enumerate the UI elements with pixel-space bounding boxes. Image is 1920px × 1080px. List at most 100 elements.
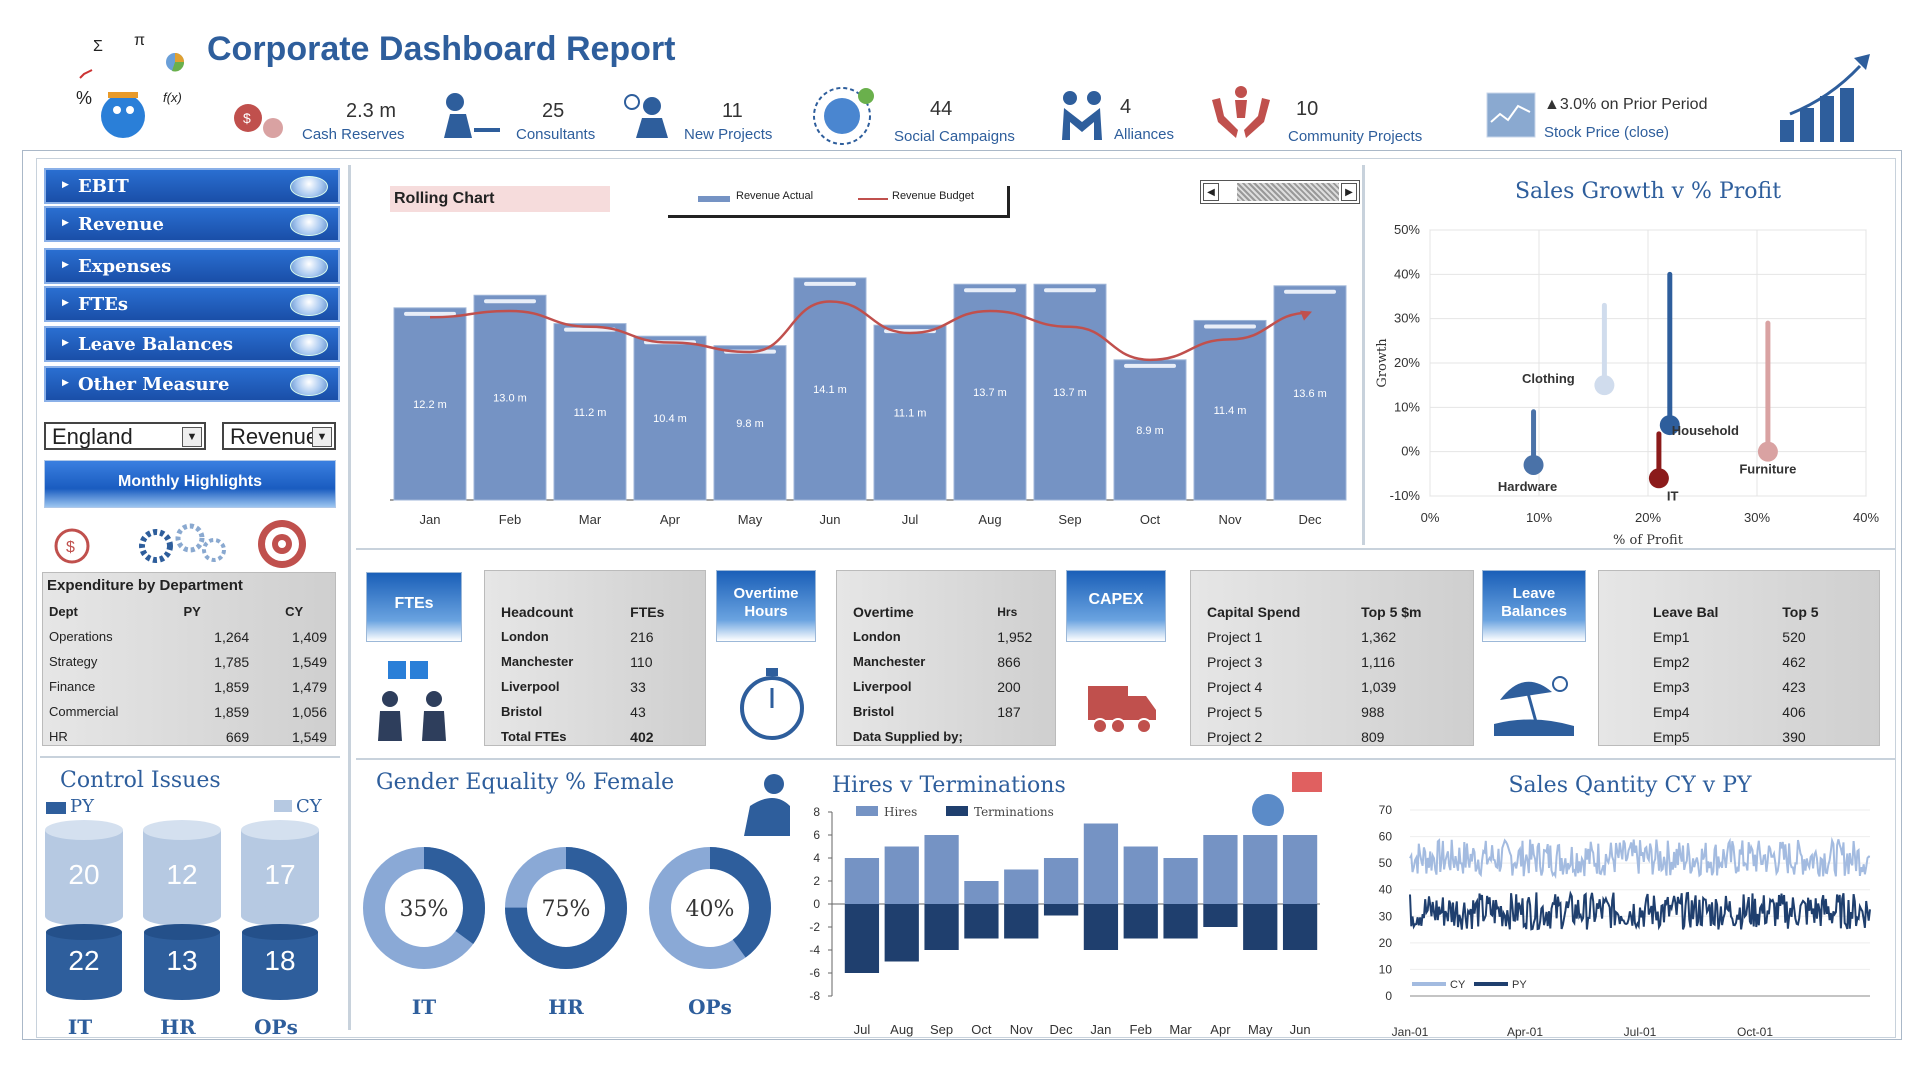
hires-bar [1123,846,1158,904]
table-row: Bristol 43 [495,699,695,724]
hands-person-icon [1212,86,1270,138]
hires-bar [924,835,959,904]
py-cell: 1,859 [214,678,250,695]
rolling-scrollbar[interactable]: ◀ ▶ [1200,180,1360,204]
table-row: Data Supplied by; [847,724,1047,749]
terminations-bar [884,904,919,962]
table-header-row: Leave Bal Top 5 [1647,599,1857,624]
label-cell: Bristol [853,704,895,719]
tick-label: Dec [1298,512,1322,527]
measure-select[interactable]: Revenue ▼ [222,422,336,450]
tick-label: May [1248,1022,1273,1037]
value-cell: 187 [997,703,1021,720]
menu-leave-balances-button[interactable]: ▶ Leave Balances [44,326,340,362]
sigma-symbol: Σ [93,38,103,55]
tick-label: 0% [1401,444,1420,459]
label-cell: Project 2 [1207,728,1263,745]
chart-title: Hires v Terminations [832,773,1066,798]
lollipop-point [1659,415,1680,436]
y-axis-label: Growth [1375,338,1390,388]
terminations-bar [924,904,959,950]
rolling-legend: Revenue Actual Revenue Budget [668,186,1010,218]
tick-label: Jul-01 [1624,1025,1657,1039]
terminations-bar [1243,904,1278,950]
menu-ftes-button[interactable]: ▶ FTEs [44,286,340,322]
value-cell: 1,952 [997,628,1033,645]
py-cylinder-bottom [242,980,318,1000]
tick-label: -4 [809,943,820,957]
kpi-value: ▲3.0% on Prior Period [1544,96,1708,113]
expenditure-title: Expenditure by Department [47,577,243,594]
tick-label: 0 [1385,989,1392,1003]
label-cell: Project 1 [1207,628,1263,645]
scroll-right-arrow-icon[interactable]: ▶ [1341,183,1357,201]
control-issues-title: Control Issues [60,768,221,793]
tick-label: 30% [1744,510,1770,525]
menu-label: EBIT [78,176,129,197]
overtime-badge: Overtime Hours [716,570,816,642]
tick-label: Feb [499,512,521,527]
bar [713,345,787,501]
table-row: Bristol 187 [847,699,1047,724]
value-cell: 520 [1782,628,1806,645]
divider [40,756,340,758]
data-label: 11.4 m [1214,405,1247,417]
table-row: Emp1 520 [1647,624,1857,649]
cy-cell: 1,409 [291,628,327,645]
hires-bar [1083,823,1119,904]
tick-label: Sep [1058,512,1081,527]
point-label: IT [1667,488,1679,503]
legend-swatch [856,806,878,816]
data-label: 11.1 m [894,408,927,420]
menu-ebit-button[interactable]: ▶ EBIT [44,168,340,204]
column-header: FTEs [630,603,665,620]
tick-label: 10 [1379,962,1393,976]
py-cylinder-top [46,924,122,940]
py-value: 13 [166,945,197,976]
data-label: 9.8 m [736,418,764,430]
menu-label: FTEs [78,294,129,315]
table-row: Project 1 1,362 [1201,624,1461,649]
scroll-left-arrow-icon[interactable]: ◀ [1203,183,1219,201]
table-row: Operations 1,264 1,409 [43,624,333,649]
category-label: HR [160,1015,196,1039]
column-header: CY [285,604,304,619]
bar-highlight [1204,324,1256,329]
terminations-bar [964,904,999,939]
legend-label-actual: Revenue Actual [736,190,814,202]
menu-revenue-button[interactable]: ▶ Revenue [44,206,340,242]
tick-label: Jul [902,512,919,527]
scroll-thumb[interactable] [1237,183,1339,201]
bar [1033,283,1107,501]
dropdown-arrow-icon[interactable]: ▼ [182,427,202,447]
beach-umbrella-icon [1494,676,1574,736]
capex-panel: Capital Spend Top 5 $m Project 1 1,362 Pro… [1190,570,1474,746]
cy-value: 17 [264,859,295,890]
value-cell: 402 [630,728,654,745]
data-label: 13.0 m [493,393,527,405]
target-icon [258,520,306,568]
label-cell: Liverpool [501,679,560,694]
label-cell: Project 3 [1207,653,1263,670]
region-select[interactable]: England ▼ [44,422,206,450]
monthly-highlights-button[interactable]: Monthly Highlights [44,460,336,508]
table-header-row: Dept PY CY [43,599,333,624]
bar [793,277,867,501]
ftes-badge: FTEs [366,572,462,642]
tick-label: Aug [890,1022,913,1037]
data-label: 11.2 m [574,407,607,419]
tick-label: Nov [1010,1022,1034,1037]
tick-label: 2 [813,874,820,888]
tick-label: Oct [971,1022,992,1037]
cy-cylinder-bottom [241,906,319,926]
cy-cell: 1,056 [291,703,327,720]
bar-highlight [804,281,856,286]
tick-label: Apr [660,512,681,527]
menu-other-measure-button[interactable]: ▶ Other Measure [44,366,340,402]
dropdown-arrow-icon[interactable]: ▼ [312,427,332,447]
table-row: Liverpool 200 [847,674,1047,699]
menu-expenses-button[interactable]: ▶ Expenses [44,248,340,284]
table-row: London 1,952 [847,624,1047,649]
money-bag-icon: $ [234,104,283,138]
sales-growth-chart: Sales Growth v % Profit-10%0%10%20%30%40… [1375,179,1879,548]
